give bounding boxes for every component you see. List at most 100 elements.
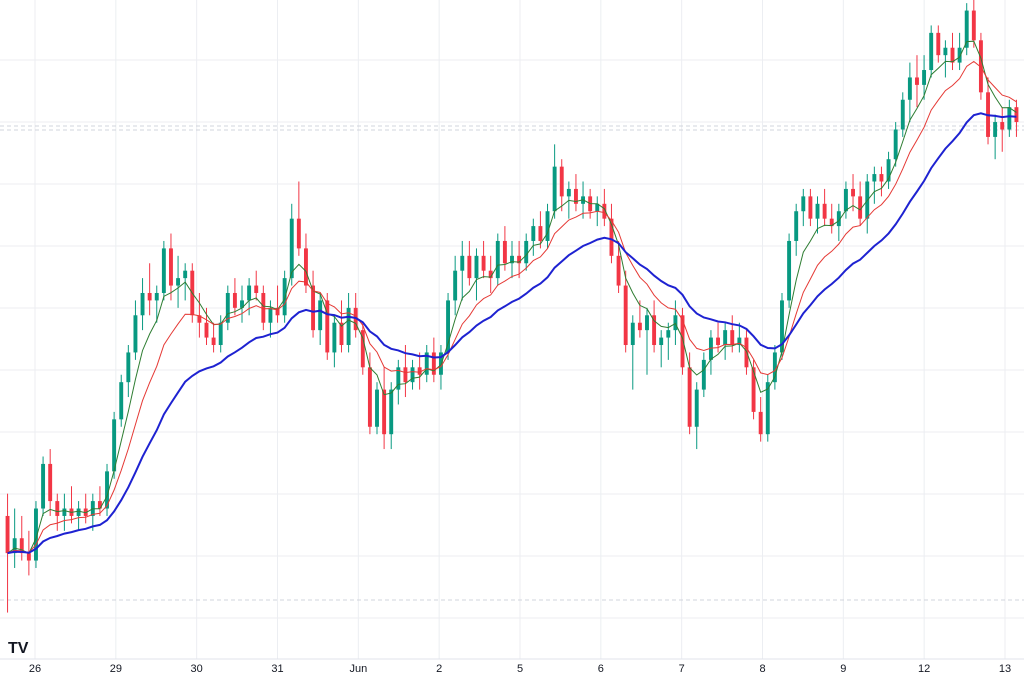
candle-down	[730, 330, 735, 346]
candle-up	[922, 70, 927, 85]
candle-up	[694, 389, 699, 427]
candle-up	[389, 389, 394, 435]
candle-down	[751, 367, 756, 412]
candle-up	[126, 352, 131, 383]
candle-down	[147, 292, 152, 301]
candle-down	[26, 553, 31, 561]
candle-down	[211, 337, 216, 346]
candle-down	[261, 292, 266, 323]
x-tick-label: 31	[271, 663, 283, 675]
candle-down	[687, 367, 692, 427]
candle-up	[659, 337, 664, 346]
candle-up	[76, 508, 81, 516]
candle-down	[538, 226, 543, 241]
candle-down	[851, 188, 855, 197]
candle-up	[708, 337, 713, 360]
dashed-levels	[0, 125, 1024, 601]
candle-up	[886, 159, 891, 182]
candle-up	[453, 270, 458, 301]
candle-up	[240, 300, 244, 308]
candle-down	[1014, 107, 1019, 123]
candle-up	[645, 315, 649, 331]
candle-down	[609, 218, 614, 256]
candle-down	[1000, 122, 1005, 130]
ma-slow-line	[7, 112, 1017, 555]
candle-up	[957, 47, 962, 63]
candle-up	[836, 211, 841, 227]
candle-down	[19, 538, 24, 554]
candle-down	[360, 330, 365, 368]
candle-down	[879, 174, 884, 182]
candle-up	[545, 211, 550, 241]
candle-up	[332, 322, 337, 353]
candle-up	[140, 292, 145, 316]
candle-up	[993, 122, 998, 137]
candle-down	[254, 285, 259, 293]
candle-down	[275, 307, 280, 316]
x-tick-label: 9	[840, 663, 846, 675]
candle-up	[133, 315, 138, 353]
candle-down	[950, 47, 955, 63]
candle-up	[872, 174, 877, 182]
candle-up	[34, 508, 38, 561]
candle-down	[55, 501, 60, 516]
candle-down	[367, 367, 372, 427]
candle-down	[97, 501, 102, 509]
candle-down	[616, 255, 621, 286]
candle-up	[112, 419, 117, 472]
moving-averages	[7, 40, 1017, 555]
candle-down	[808, 196, 813, 219]
candle-up	[161, 248, 166, 293]
candle-up	[183, 270, 188, 279]
candle-up	[62, 508, 67, 516]
candle-up	[787, 240, 792, 301]
x-tick-label: 8	[759, 663, 765, 675]
candle-up	[12, 538, 17, 554]
candle-up	[943, 47, 948, 56]
x-tick-label: 13	[999, 663, 1011, 675]
candle-up	[396, 367, 401, 390]
x-tick-label: 6	[598, 663, 604, 675]
x-tick-label: 12	[918, 663, 930, 675]
tradingview-logo[interactable]: TV	[8, 640, 29, 657]
candle-up	[446, 300, 451, 353]
candle-up	[552, 166, 557, 212]
candle-down	[652, 315, 657, 346]
candle-down	[623, 285, 628, 346]
candle-up	[900, 99, 905, 130]
candle-down	[559, 166, 564, 197]
candle-down	[204, 322, 209, 338]
time-axis: 26 29 30 31 Jun 2 5 6 7 8 9 12 13	[29, 663, 1011, 675]
candle-up	[474, 255, 479, 279]
x-tick-label: 2	[436, 663, 442, 675]
candle-down	[48, 463, 53, 502]
candle-down	[382, 389, 387, 435]
candle-down	[5, 515, 10, 554]
candle-down	[573, 188, 578, 204]
candle-up	[929, 32, 934, 71]
candle-up	[176, 278, 181, 286]
candle-down	[232, 292, 237, 308]
candle-up	[247, 285, 252, 301]
candle-up	[268, 307, 273, 323]
candle-down	[481, 255, 486, 271]
candle-up	[154, 292, 159, 301]
candle-up	[893, 129, 898, 160]
candle-down	[758, 411, 763, 435]
candle-up	[346, 307, 351, 346]
candle-up	[1007, 107, 1012, 130]
candle-down	[502, 240, 507, 264]
candle-up	[531, 226, 536, 241]
candle-down	[978, 40, 983, 93]
candle-down	[304, 248, 308, 286]
candle-down	[680, 315, 685, 368]
candle-up	[495, 240, 500, 279]
x-tick-label: 5	[517, 663, 523, 675]
candle-up	[673, 315, 678, 331]
candle-down	[637, 322, 642, 331]
x-tick-label: 26	[29, 663, 41, 675]
x-tick-label: 7	[679, 663, 685, 675]
candle-down	[325, 300, 330, 353]
